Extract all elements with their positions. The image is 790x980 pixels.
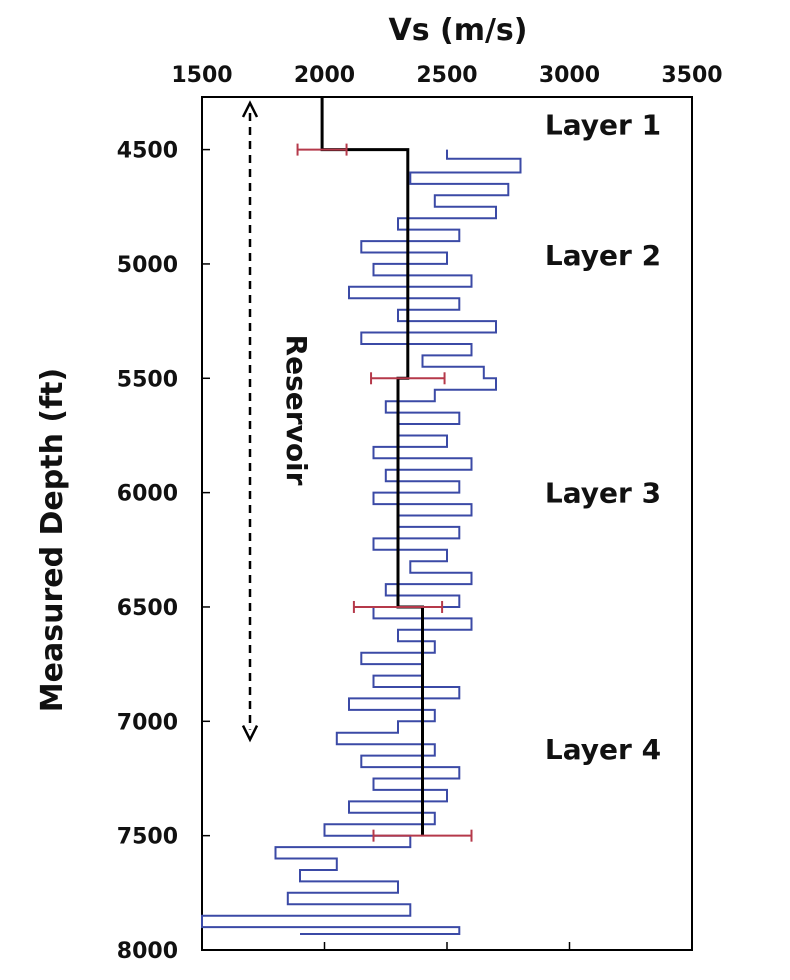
- vs-log-series: [201, 149, 522, 935]
- layer-model-line: [320, 97, 424, 836]
- y-tick-label: 5500: [117, 367, 178, 392]
- y-tick-label: 8000: [117, 939, 178, 964]
- reservoir-marker: Reservoir: [241, 100, 313, 743]
- x-tick-label: 3500: [661, 63, 722, 88]
- x-axis-title: Vs (m/s): [388, 13, 527, 48]
- vs-log-line: [201, 149, 522, 935]
- y-tick-label: 6500: [117, 596, 178, 621]
- error-bar: [352, 600, 444, 613]
- layer-label: Layer 1: [545, 108, 661, 141]
- layer-label: Layer 4: [545, 733, 661, 766]
- y-axis-title: Measured Depth (ft): [35, 368, 70, 712]
- y-tick-label: 4500: [117, 139, 178, 164]
- error-bars: [296, 143, 473, 842]
- layer-labels: Layer 1 Layer 2 Layer 3 Layer 4: [545, 108, 661, 765]
- error-bar: [370, 372, 446, 385]
- reservoir-arrow-head-up: [241, 100, 259, 118]
- x-tick-label: 3000: [539, 63, 600, 88]
- y-tick-labels: 4500 5000 5500 6000 6500 7000 7500 8000: [117, 139, 178, 964]
- y-tick-label: 6000: [117, 482, 178, 507]
- reservoir-label: Reservoir: [280, 335, 313, 486]
- layer-model: [320, 97, 424, 836]
- y-tick-label: 5000: [117, 253, 178, 278]
- layer-label: Layer 3: [545, 477, 661, 510]
- x-tick-label: 1500: [171, 63, 232, 88]
- x-tick-labels: 1500 2000 2500 3000 3500: [171, 63, 722, 88]
- reservoir-arrow-head-down: [241, 725, 259, 743]
- y-tick-label: 7000: [117, 710, 178, 735]
- y-tick-label: 7500: [117, 825, 178, 850]
- tick-marks: [201, 148, 693, 950]
- plot-frame: [201, 96, 693, 951]
- error-bar: [296, 143, 348, 156]
- layer-label: Layer 2: [545, 239, 661, 272]
- x-tick-label: 2500: [416, 63, 477, 88]
- x-tick-label: 2000: [294, 63, 355, 88]
- error-bar: [372, 829, 473, 842]
